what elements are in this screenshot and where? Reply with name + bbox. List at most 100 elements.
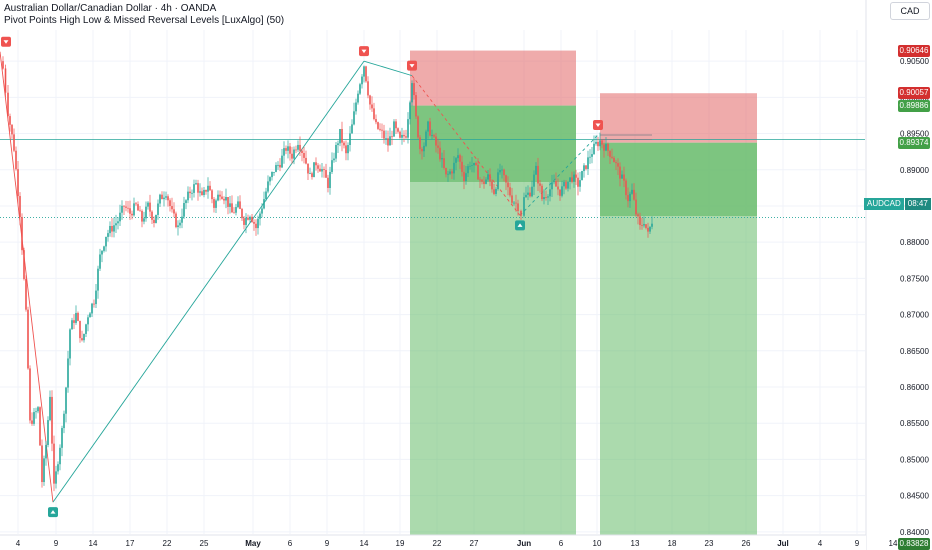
take-profit-zone[interactable]: [600, 216, 757, 545]
candle-body: [633, 189, 635, 200]
candle-body: [335, 145, 337, 159]
pivot-connector-line: [0, 51, 54, 503]
candle-body: [317, 165, 319, 169]
take-profit-zone[interactable]: [410, 182, 576, 545]
candle-body: [441, 158, 443, 160]
candle-body: [303, 153, 305, 158]
candle-body: [287, 146, 289, 151]
candle-body: [279, 164, 281, 168]
candle-body: [41, 445, 43, 483]
candle-body: [389, 136, 391, 146]
candle-body: [171, 206, 173, 210]
candle-body: [87, 317, 89, 325]
candle-body: [269, 177, 271, 182]
candle-body: [145, 206, 147, 219]
candle-body: [465, 173, 467, 182]
candle-body: [241, 208, 243, 219]
stop-loss-zone[interactable]: [600, 93, 757, 143]
candle-body: [137, 204, 139, 211]
chart-title: Australian Dollar/Canadian Dollar · 4h ·…: [4, 3, 217, 14]
candle-body: [585, 165, 587, 169]
candle-body: [225, 196, 227, 201]
candle-body: [207, 185, 209, 192]
stop-loss-zone[interactable]: [410, 50, 576, 106]
candle-body: [557, 186, 559, 190]
price-tag-target: 0.83828: [898, 538, 930, 550]
price-tick-label: 0.89500: [900, 130, 929, 139]
candle-body: [475, 162, 477, 165]
currency-button[interactable]: CAD: [890, 2, 930, 20]
candle-body: [229, 203, 231, 207]
candle-body: [4, 68, 7, 93]
candle-body: [83, 333, 85, 341]
candle-body: [221, 196, 223, 199]
arrow-down-icon: [409, 64, 415, 68]
candle-body: [363, 66, 365, 77]
candle-body: [427, 121, 429, 132]
time-tick-label: 23: [705, 539, 714, 548]
candle-body: [213, 199, 215, 208]
candle-body: [407, 119, 409, 138]
price-tag-stop: 0.90646: [898, 44, 930, 57]
candle-body: [61, 428, 63, 448]
candle-body: [421, 149, 423, 152]
pivot-connector-line: [363, 60, 413, 77]
candle-body: [467, 166, 469, 174]
candle-body: [617, 163, 619, 167]
candle-body: [403, 134, 405, 137]
candle-body: [481, 179, 483, 182]
candle-body: [127, 207, 129, 209]
candle-body: [495, 189, 497, 194]
candle-body: [429, 121, 431, 136]
candle-body: [135, 203, 137, 205]
countdown-label: 08:47: [904, 198, 931, 210]
candle-body: [417, 116, 419, 138]
candle-body: [37, 407, 39, 412]
candle-body: [185, 200, 187, 204]
candle-body: [47, 420, 49, 445]
candle-body: [103, 246, 105, 251]
candle-body: [405, 136, 407, 138]
candle-body: [479, 179, 481, 181]
arrow-down-icon: [595, 123, 601, 127]
candle-body: [599, 140, 601, 147]
candle-body: [337, 143, 339, 146]
candle-body: [219, 194, 221, 197]
candle-body: [23, 250, 25, 280]
time-tick-label: 9: [325, 539, 330, 548]
candle-body: [329, 171, 331, 188]
candle-body: [513, 202, 515, 204]
price-tick-label: 0.85000: [900, 455, 929, 464]
time-tick-label: 14: [360, 539, 369, 548]
candle-body: [607, 143, 609, 151]
candle-body: [401, 134, 403, 138]
candle-body: [413, 83, 415, 96]
candle-body: [627, 195, 629, 202]
candle-body: [385, 138, 387, 140]
time-axis[interactable]: [0, 535, 866, 550]
candle-body: [409, 102, 411, 120]
time-tick-label: 25: [200, 539, 209, 548]
candle-body: [311, 173, 313, 178]
candle-body: [245, 217, 247, 225]
candle-body: [143, 218, 145, 222]
candle-body: [255, 223, 257, 229]
candle-body: [527, 192, 529, 195]
candle-body: [587, 157, 589, 169]
candle-body: [173, 209, 175, 214]
candle-body: [159, 194, 161, 204]
candle-body: [353, 111, 355, 125]
candle-body: [231, 203, 233, 213]
time-tick-label: 4: [818, 539, 823, 548]
take-profit-zone-filled[interactable]: [410, 105, 576, 183]
candle-body: [391, 136, 393, 138]
candle-body: [113, 225, 115, 232]
arrow-up-icon: [517, 223, 523, 227]
candle-body: [263, 199, 265, 209]
candle-body: [439, 147, 441, 160]
candle-body: [191, 192, 193, 194]
candle-body: [325, 170, 327, 178]
candle-body: [285, 148, 287, 151]
